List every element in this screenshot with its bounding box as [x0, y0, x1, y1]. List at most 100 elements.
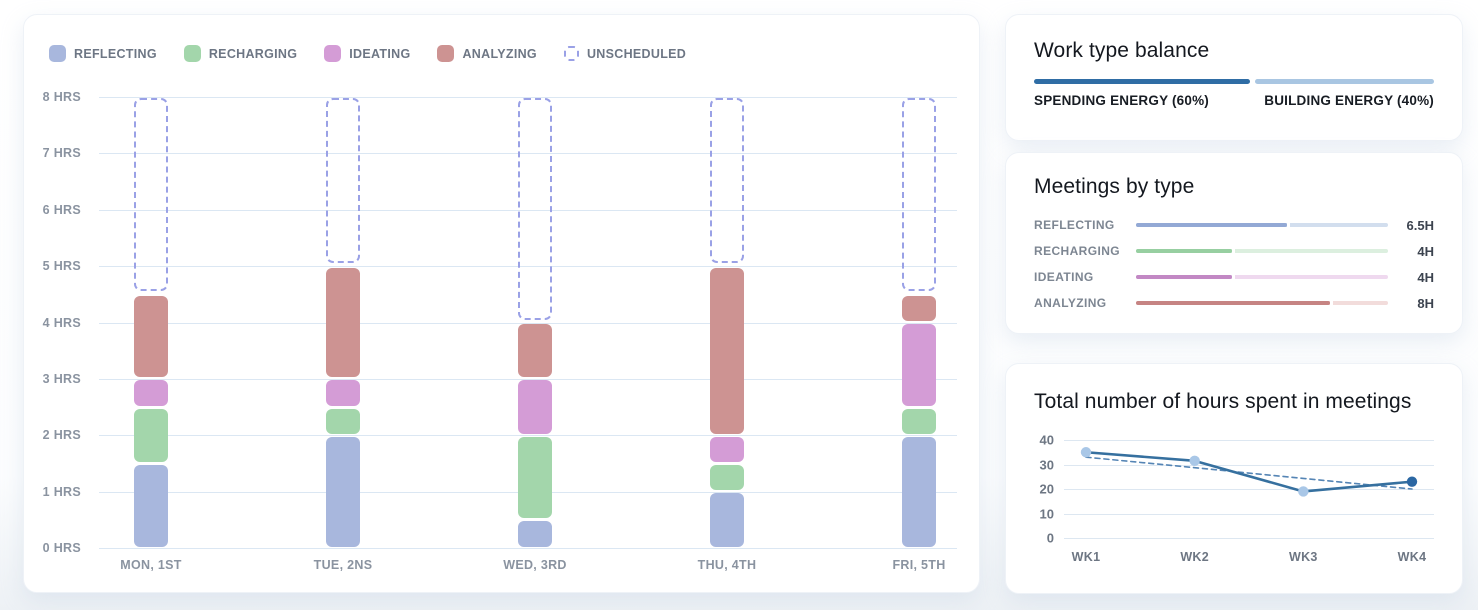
line-chart-x-label: WK2 [1180, 550, 1209, 564]
bar-segment-reflecting[interactable] [902, 436, 936, 547]
bar-unscheduled[interactable] [518, 98, 552, 320]
line-chart-y-tick: 40 [1039, 432, 1054, 448]
line-chart-gridline [1064, 489, 1434, 490]
legend-item-unscheduled[interactable]: UNSCHEDULED [563, 46, 687, 61]
meeting-type-row-recharging: RECHARGING 4H [1034, 238, 1434, 264]
x-axis-label: MON, 1ST [120, 558, 182, 572]
legend-swatch-icon [183, 45, 201, 62]
bar-unscheduled[interactable] [902, 98, 936, 292]
legend-item-reflecting[interactable]: REFLECTING [49, 45, 157, 62]
meeting-type-track [1136, 222, 1388, 228]
hours-solid-line[interactable] [1084, 450, 1414, 493]
meter-separator [1231, 274, 1235, 280]
data-point-wk3[interactable] [1298, 486, 1309, 497]
meeting-type-label: ANALYZING [1034, 296, 1107, 310]
bar-segment-recharging[interactable] [326, 408, 360, 434]
bar-segment-ideating[interactable] [902, 324, 936, 406]
meeting-type-track [1136, 274, 1388, 280]
line-chart-y-tick: 0 [1046, 530, 1054, 546]
line-chart-y-tick: 30 [1039, 457, 1054, 472]
line-chart-x-label: WK1 [1071, 550, 1101, 564]
bar-segment-analyzing[interactable] [902, 295, 936, 321]
legend-label: ANALYZING [462, 46, 537, 61]
meeting-type-value: 8H [1417, 295, 1434, 311]
bar-unscheduled[interactable] [710, 98, 744, 264]
gridline [99, 209, 957, 211]
bar-segment-recharging[interactable] [518, 436, 552, 519]
meeting-type-fill [1136, 249, 1232, 253]
x-axis-label: WED, 3RD [503, 558, 567, 572]
line-chart-gridline [1064, 464, 1434, 466]
y-axis-label: 2 HRS [42, 428, 81, 443]
line-chart-y-axis: 40 30 20 10 0 [1034, 433, 1064, 546]
legend-item-ideating[interactable]: IDEATING [324, 45, 410, 62]
meeting-type-value: 4H [1417, 269, 1434, 285]
bar-segment-recharging[interactable] [710, 464, 744, 491]
line-chart-x-label: WK3 [1288, 550, 1318, 564]
meetings-meter-list: REFLECTING 6.5H RECHARGING 4H IDEATING 4H ANAL… [1034, 212, 1434, 316]
bar-segment-recharging[interactable] [134, 408, 168, 462]
legend-label: RECHARGING [208, 46, 298, 61]
legend-label: IDEATING [349, 46, 411, 61]
bar-segment-reflecting[interactable] [710, 493, 744, 547]
bar-segment-ideating[interactable] [134, 380, 168, 406]
line-chart-gridline [1064, 538, 1434, 539]
daily-hours-card: REFLECTING RECHARGING IDEATING ANALYZING UNS… [23, 14, 980, 593]
y-axis-label: 1 HRS [42, 484, 81, 499]
line-chart-plot [1064, 440, 1434, 539]
total-hours-title: Total number of hours spent in meetings [1034, 390, 1412, 413]
energy-segment-building [1255, 79, 1434, 84]
meeting-type-value: 6.5H [1406, 217, 1434, 233]
legend-label: UNSCHEDULED [586, 46, 687, 61]
data-point-wk1[interactable] [1080, 447, 1092, 458]
bar-unscheduled[interactable] [134, 98, 168, 292]
meetings-by-type-card: Meetings by type REFLECTING 6.5H RECHARGIN… [1005, 152, 1463, 334]
bar-segment-reflecting[interactable] [326, 436, 360, 547]
meeting-type-row-ideating: IDEATING 4H [1034, 264, 1434, 290]
bar-segment-ideating[interactable] [326, 380, 360, 406]
bar-segment-ideating[interactable] [518, 380, 552, 434]
bar-unscheduled[interactable] [326, 98, 360, 264]
meter-separator [1330, 300, 1334, 306]
line-chart-gridline [1064, 440, 1434, 441]
legend-label: REFLECTING [74, 46, 157, 61]
bar-segment-analyzing[interactable] [326, 267, 360, 378]
y-axis-label: 0 HRS [42, 541, 81, 555]
bar-segment-ideating[interactable] [710, 436, 744, 462]
bar-segment-analyzing[interactable] [518, 324, 552, 378]
legend-swatch-icon [437, 45, 455, 62]
trend-dashed-line [1085, 456, 1413, 490]
gridline [99, 548, 957, 549]
meter-separator [1231, 248, 1235, 254]
chart-legend: REFLECTING RECHARGING IDEATING ANALYZING UNS… [49, 45, 686, 62]
meeting-type-track [1136, 300, 1388, 306]
data-point-wk4[interactable] [1406, 476, 1418, 487]
legend-item-analyzing[interactable]: ANALYZING [437, 45, 537, 62]
bar-segment-reflecting[interactable] [518, 521, 552, 547]
energy-segment-spending [1034, 79, 1250, 84]
meter-separator [1287, 222, 1291, 228]
total-hours-card: Total number of hours spent in meetings … [1005, 363, 1463, 594]
data-point-wk2[interactable] [1189, 455, 1200, 467]
bar-segment-analyzing[interactable] [710, 267, 744, 434]
bar-segment-reflecting[interactable] [134, 464, 168, 547]
meeting-type-label: RECHARGING [1034, 244, 1121, 258]
meeting-type-fill [1136, 275, 1232, 279]
meeting-type-track [1136, 248, 1388, 254]
y-axis-label: 6 HRS [42, 202, 81, 217]
y-axis-label: 8 HRS [42, 90, 81, 104]
meetings-by-type-title: Meetings by type [1034, 175, 1195, 198]
bar-segment-recharging[interactable] [902, 408, 936, 434]
line-chart-y-tick: 10 [1039, 506, 1054, 521]
x-axis-label: THU, 4TH [697, 558, 757, 572]
spending-energy-label: SPENDING ENERGY (60%) [1034, 93, 1209, 108]
meeting-type-label: IDEATING [1034, 270, 1094, 284]
legend-swatch-icon [324, 45, 342, 62]
meeting-type-fill [1136, 223, 1288, 227]
line-chart-gridline [1064, 513, 1434, 515]
y-axis-label: 4 HRS [42, 315, 81, 330]
legend-item-recharging[interactable]: RECHARGING [183, 45, 298, 62]
y-axis-label: 3 HRS [42, 371, 81, 386]
bar-segment-analyzing[interactable] [134, 295, 168, 378]
legend-swatch-icon [563, 46, 579, 61]
